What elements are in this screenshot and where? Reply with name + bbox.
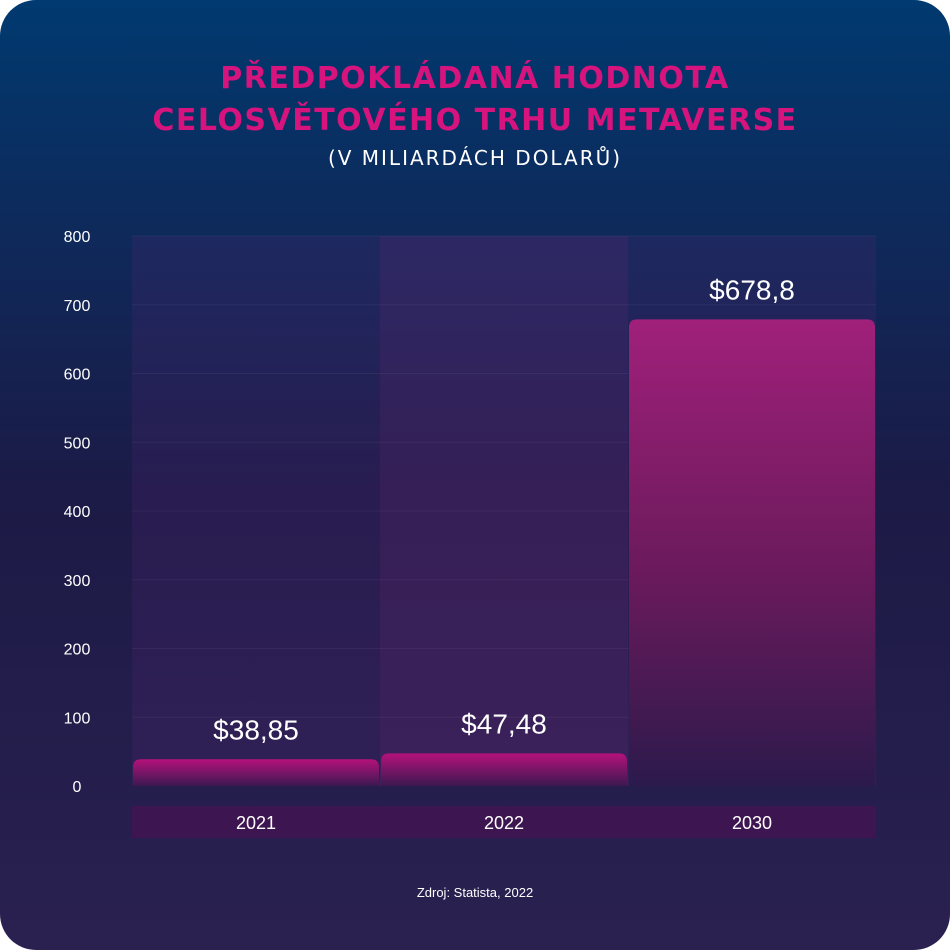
y-tick-label: 0 xyxy=(73,779,82,796)
y-tick-label: 200 xyxy=(64,642,91,659)
value-label-2021: $38,85 xyxy=(213,714,299,745)
chart-title-line-2: CELOSVĚTOVÉHO TRHU METAVERSE xyxy=(152,103,798,138)
y-tick-label: 300 xyxy=(64,573,91,590)
y-tick-label: 500 xyxy=(64,435,91,452)
x-tick-label-2030: 2030 xyxy=(732,813,772,833)
value-label-2022: $47,48 xyxy=(461,708,547,739)
x-tick-label-2022: 2022 xyxy=(484,813,524,833)
y-tick-label: 100 xyxy=(64,710,91,727)
column-background xyxy=(132,236,380,786)
y-tick-label: 400 xyxy=(64,504,91,521)
chart-title-line-1: PŘEDPOKLÁDANÁ HODNOTA xyxy=(220,61,730,96)
x-tick-label-2021: 2021 xyxy=(236,813,276,833)
y-tick-label: 700 xyxy=(64,298,91,315)
value-label-2030: $678,8 xyxy=(709,274,795,305)
bar-2021 xyxy=(133,759,379,786)
bar-2030 xyxy=(629,319,875,786)
chart-title: PŘEDPOKLÁDANÁ HODNOTA CELOSVĚTOVÉHO TRHU… xyxy=(0,58,950,142)
bar-2022 xyxy=(381,753,627,786)
source-note: Zdroj: Statista, 2022 xyxy=(416,885,534,900)
y-tick-label: 600 xyxy=(64,367,91,384)
chart-subtitle: (V MILIARDÁCH DOLARŮ) xyxy=(327,146,623,170)
y-tick-label: 800 xyxy=(64,229,91,246)
x-axis-band xyxy=(132,806,876,838)
column-background xyxy=(380,236,628,786)
